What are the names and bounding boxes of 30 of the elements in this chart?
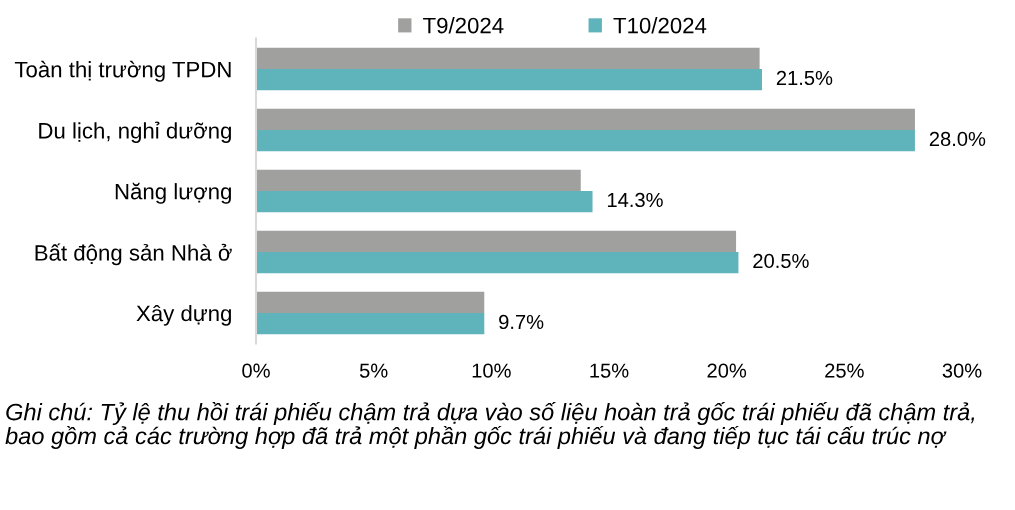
y-tick-label: Năng lượng bbox=[115, 182, 231, 204]
bar bbox=[256, 108, 915, 130]
x-tick-label: 15% bbox=[590, 363, 629, 378]
bar bbox=[256, 130, 915, 152]
data-label: 28.0% bbox=[929, 131, 986, 147]
bar bbox=[256, 313, 485, 335]
data-label: 21.5% bbox=[776, 70, 833, 86]
x-tick-label: 25% bbox=[825, 363, 864, 378]
legend-label: T9/2024 bbox=[423, 17, 504, 34]
bar bbox=[256, 291, 485, 313]
y-tick-label: Bất động sản Nhà ở bbox=[35, 243, 232, 266]
x-tick-label: 30% bbox=[942, 363, 982, 378]
data-label: 14.3% bbox=[607, 192, 663, 208]
y-tick-label: Xây dựng bbox=[136, 304, 231, 326]
bar bbox=[256, 169, 581, 191]
bar bbox=[256, 69, 762, 91]
x-tick-label: 10% bbox=[472, 363, 511, 378]
bar bbox=[256, 252, 739, 274]
x-tick-label: 20% bbox=[707, 363, 747, 378]
bar bbox=[256, 230, 737, 252]
data-label: 20.5% bbox=[753, 253, 809, 269]
text: Ghi chú: Tỷ lệ thu hồi trái phiếu chậm trả dựa vào số liệu hoàn trả gốc trái phiếu đã chậm trả, bao gồm cả các trường hợp đã trả một phần gốc trái phiếu và đang tiếp tục tái cấu trúc nợ bbox=[5, 402, 975, 449]
data-label: 9.7% bbox=[499, 314, 544, 330]
x-tick-label: 5% bbox=[359, 363, 388, 378]
y-tick-label: Toàn thị trường TPDN bbox=[14, 60, 231, 82]
bar bbox=[256, 47, 760, 69]
x-tick-label: 0% bbox=[242, 363, 270, 378]
bar bbox=[256, 191, 593, 213]
legend-label: T10/2024 bbox=[613, 17, 707, 34]
y-tick-label: Du lịch, nghỉ dưỡng bbox=[39, 121, 231, 144]
